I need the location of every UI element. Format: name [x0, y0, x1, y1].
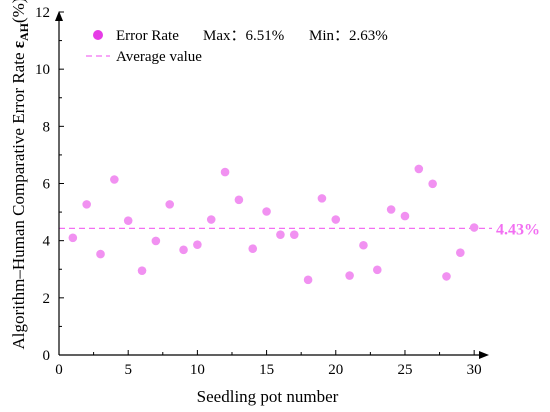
data-point [456, 248, 465, 257]
data-point [331, 215, 341, 224]
data-point [414, 164, 424, 174]
legend: Error Rate Max：6.51% Min：2.63% Average v… [86, 28, 388, 65]
data-point [123, 216, 133, 225]
y-axis-title-suffix: (%) [9, 0, 28, 23]
legend-min-text: Min：2.63% [309, 28, 388, 44]
data-point [303, 275, 313, 285]
data-point [151, 236, 161, 246]
data-point [96, 249, 105, 259]
data-point [110, 175, 119, 184]
data-point [400, 211, 410, 221]
data-point [220, 167, 230, 177]
y-axis-title-prefix: Algorithm–Human Comparative Error Rate [9, 48, 28, 349]
data-point [82, 200, 91, 209]
x-tick-label: 15 [259, 362, 274, 378]
y-axis-title-subscript: AH [17, 22, 31, 41]
data-point [317, 194, 327, 203]
data-point [179, 245, 188, 255]
data-point [234, 195, 244, 205]
data-point [68, 233, 78, 243]
legend-scatter-marker [93, 30, 103, 40]
legend-scatter-label: Error Rate [116, 28, 179, 44]
data-point [442, 272, 451, 281]
legend-max-text: Max：6.51% [203, 28, 284, 44]
data-point [359, 240, 368, 250]
legend-average-label: Average value [116, 49, 202, 65]
x-tick-label: 30 [467, 362, 482, 378]
x-ticks: 0 5 10 15 20 25 30 [55, 350, 482, 378]
y-tick-label: 10 [35, 62, 50, 78]
y-tick-label: 12 [35, 5, 50, 21]
y-axis-title: Algorithm–Human Comparative Error Rate ε… [9, 0, 31, 349]
axes [55, 11, 489, 359]
y-tick-label: 0 [43, 348, 51, 364]
data-point [165, 200, 175, 209]
y-axis-arrow [55, 11, 63, 21]
data-point [137, 266, 147, 275]
average-layer: 4.43% [59, 221, 540, 238]
x-axis-arrow [479, 351, 489, 359]
data-point [206, 215, 216, 224]
y-tick-label: 2 [43, 291, 51, 307]
x-tick-label: 0 [55, 362, 63, 378]
data-point [262, 207, 271, 216]
data-point [276, 230, 285, 239]
data-point [428, 179, 437, 189]
y-tick-label: 6 [43, 177, 51, 193]
data-point [345, 271, 354, 280]
y-tick-label: 8 [43, 119, 51, 135]
x-tick-label: 25 [397, 362, 412, 378]
x-tick-label: 20 [328, 362, 343, 378]
y-ticks: 0 2 4 6 8 10 12 [35, 5, 64, 364]
x-axis-title: Seedling pot number [197, 387, 339, 406]
x-tick-label: 5 [124, 362, 132, 378]
data-point [248, 244, 258, 253]
y-axis-title-symbol: ε [9, 41, 28, 48]
data-point [289, 230, 299, 239]
data-point [386, 205, 396, 214]
data-point [469, 223, 479, 232]
data-point [372, 265, 382, 275]
data-points [68, 164, 479, 285]
average-value-label: 4.43% [496, 221, 540, 238]
y-tick-label: 4 [43, 234, 51, 250]
x-tick-label: 10 [190, 362, 205, 378]
data-point [193, 240, 202, 249]
